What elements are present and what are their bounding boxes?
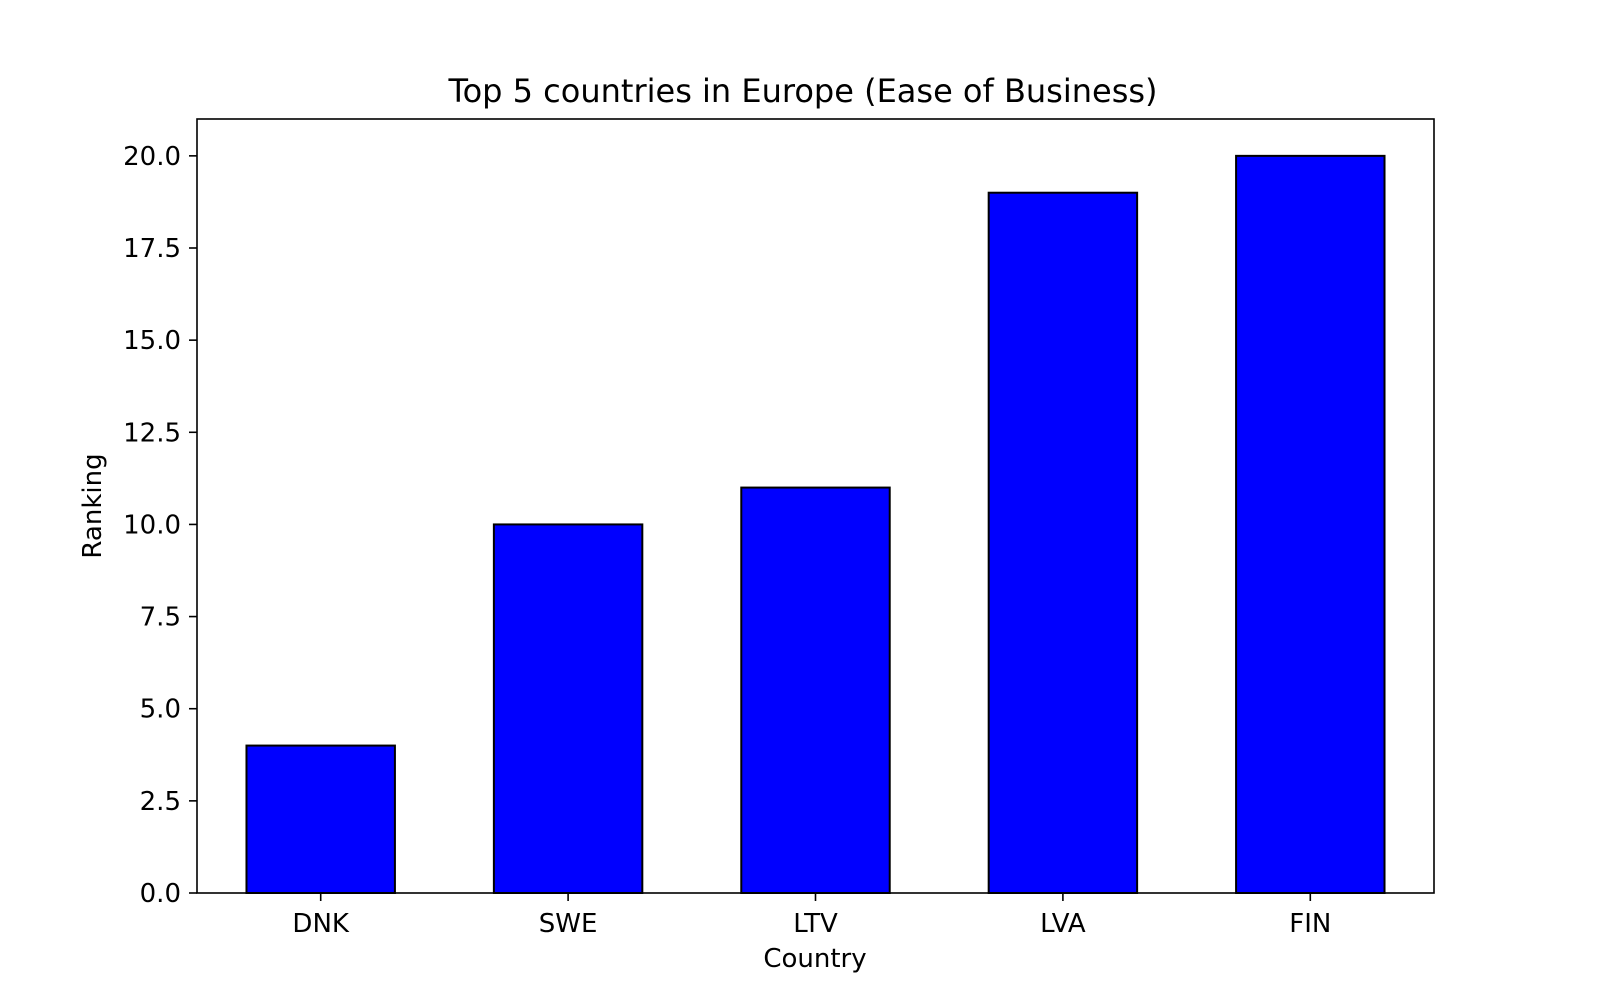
x-tick-label-ltv: LTV [793, 909, 838, 939]
bar-ltv [740, 486, 891, 894]
bar-dnk [245, 744, 396, 894]
y-tick-label: 10.0 [123, 510, 181, 540]
x-axis-title: Country [763, 944, 866, 974]
y-tick-label: 20.0 [123, 142, 181, 172]
bar-fin [1235, 154, 1386, 895]
y-tick-label: 5.0 [140, 695, 181, 725]
y-tick-label: 2.5 [140, 787, 181, 817]
y-tick-label: 0.0 [140, 879, 181, 909]
chart-title: Top 5 countries in Europe (Ease of Busin… [447, 72, 1157, 110]
y-tick-label: 17.5 [123, 234, 181, 264]
x-tick-label-lva: LVA [1040, 909, 1086, 939]
y-tick-label: 15.0 [123, 326, 181, 356]
plot-area-frame [196, 118, 1435, 894]
y-tick-label: 12.5 [123, 418, 181, 448]
bar-lva [987, 191, 1139, 894]
y-axis-title: Ranking [78, 453, 108, 558]
x-axis-ticks: DNK SWE LTV LVA FIN [292, 893, 1331, 939]
y-tick-label: 7.5 [140, 603, 181, 633]
bar-swe [492, 523, 644, 895]
bars-layer [245, 154, 1386, 895]
x-tick-label-fin: FIN [1289, 909, 1331, 939]
x-tick-label-dnk: DNK [292, 909, 349, 939]
y-axis-ticks: 0.0 2.5 5.0 7.5 10.0 12.5 15.0 17.5 20.0 [123, 142, 197, 909]
x-tick-label-swe: SWE [539, 909, 598, 939]
